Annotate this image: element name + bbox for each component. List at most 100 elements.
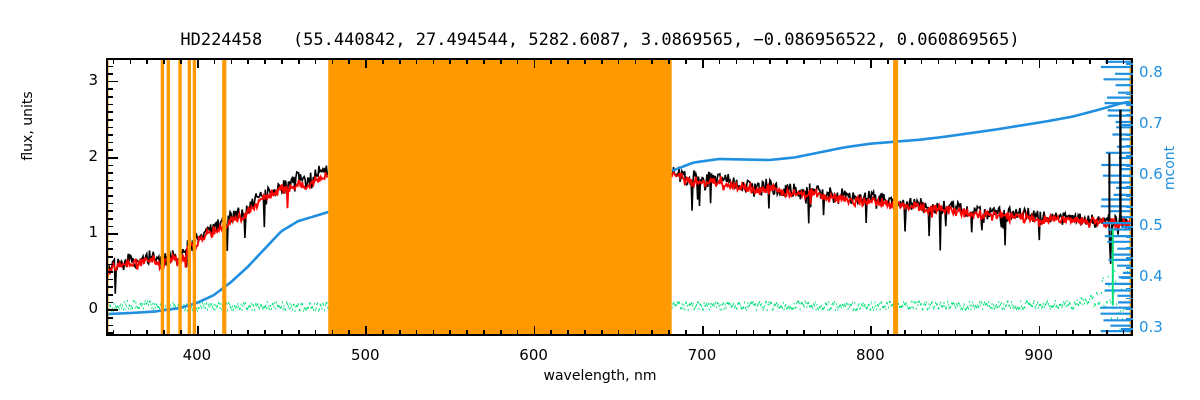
x-minor-tick-top bbox=[1072, 58, 1074, 64]
y-minor-tick-right bbox=[1126, 83, 1133, 86]
y-minor-tick-right bbox=[1126, 297, 1133, 300]
chart-canvas bbox=[106, 58, 1133, 336]
x-minor-tick bbox=[281, 330, 283, 336]
x-minor-tick bbox=[516, 330, 519, 336]
y-minor-tick-right bbox=[1126, 93, 1133, 96]
x-minor-tick bbox=[668, 330, 670, 336]
x-minor-tick bbox=[466, 330, 468, 336]
x-minor-tick bbox=[230, 330, 233, 336]
y-minor-tick bbox=[106, 96, 113, 98]
x-minor-tick-top bbox=[1055, 58, 1058, 64]
x-minor-tick-top bbox=[617, 58, 620, 64]
x-minor-tick bbox=[735, 330, 738, 336]
x-minor-tick-top bbox=[1021, 58, 1024, 64]
x-minor-tick-top bbox=[466, 58, 468, 64]
x-minor-tick-top bbox=[247, 58, 250, 64]
mask-region bbox=[328, 58, 672, 336]
x-minor-tick bbox=[314, 330, 317, 336]
y-minor-tick-right bbox=[1126, 63, 1133, 65]
x-minor-tick-top bbox=[904, 58, 906, 64]
x-minor-tick-top bbox=[920, 58, 923, 64]
y-minor-tick-right bbox=[1126, 134, 1133, 137]
y-major-tick-right bbox=[1121, 73, 1133, 75]
x-minor-tick-top bbox=[550, 58, 553, 64]
y-axis-label-left: flux, units bbox=[20, 91, 36, 161]
x-minor-tick-top bbox=[786, 58, 788, 64]
x-minor-tick-top bbox=[230, 58, 233, 64]
x-tick-label: 500 bbox=[350, 346, 380, 364]
x-minor-tick-top bbox=[297, 58, 300, 64]
y-minor-tick-right bbox=[1126, 165, 1133, 167]
x-minor-tick bbox=[651, 330, 654, 336]
x-minor-tick-top bbox=[1005, 58, 1007, 64]
mask-region bbox=[192, 58, 197, 336]
x-major-tick-top bbox=[1038, 58, 1041, 68]
mask-region bbox=[187, 58, 192, 336]
x-minor-tick-top bbox=[348, 58, 351, 64]
y-minor-tick bbox=[106, 65, 113, 68]
mask-region bbox=[222, 58, 227, 336]
x-minor-tick bbox=[163, 330, 165, 336]
x-minor-tick-top bbox=[718, 58, 721, 64]
y-tick-label-left: 2 bbox=[88, 147, 98, 165]
x-minor-tick bbox=[1122, 330, 1125, 336]
x-minor-tick-top bbox=[600, 58, 603, 64]
y-tick-label-left: 3 bbox=[88, 70, 98, 89]
x-minor-tick bbox=[112, 330, 115, 336]
x-minor-tick bbox=[348, 330, 351, 336]
x-tick-label: 400 bbox=[182, 346, 212, 364]
x-minor-tick bbox=[264, 330, 266, 336]
x-minor-tick bbox=[1106, 330, 1108, 336]
y-tick-label-left: 0 bbox=[88, 299, 98, 318]
x-minor-tick-top bbox=[769, 58, 771, 64]
x-minor-tick-top bbox=[988, 58, 990, 64]
x-tick-label: 800 bbox=[856, 346, 885, 364]
y-minor-tick bbox=[106, 240, 113, 243]
x-minor-tick bbox=[887, 330, 889, 336]
y-major-tick-right bbox=[1121, 277, 1133, 279]
y-minor-tick-right bbox=[1126, 246, 1133, 249]
y-minor-tick bbox=[106, 118, 113, 121]
y-minor-tick bbox=[106, 126, 113, 129]
x-minor-tick-top bbox=[735, 58, 738, 64]
x-minor-tick-top bbox=[129, 58, 132, 64]
y-minor-tick-right bbox=[1126, 205, 1133, 208]
x-minor-tick-top bbox=[634, 58, 637, 64]
x-major-tick-top bbox=[533, 58, 536, 68]
y-minor-tick-right bbox=[1126, 144, 1133, 147]
x-minor-tick bbox=[449, 330, 452, 336]
x-major-tick bbox=[196, 326, 199, 336]
x-minor-tick bbox=[819, 330, 822, 336]
x-minor-tick-top bbox=[1106, 58, 1108, 64]
y-minor-tick bbox=[106, 111, 113, 113]
x-minor-tick bbox=[1089, 330, 1091, 336]
y-minor-tick bbox=[106, 217, 113, 220]
y-minor-tick bbox=[106, 103, 113, 106]
x-minor-tick-top bbox=[432, 58, 435, 64]
y-major-tick-right bbox=[1121, 175, 1133, 177]
y-tick-label-right: 0.8 bbox=[1139, 63, 1163, 82]
x-minor-tick bbox=[1021, 330, 1024, 336]
x-axis-label: wavelength, nm bbox=[543, 368, 657, 384]
y-minor-tick-right bbox=[1126, 256, 1133, 259]
y-minor-tick bbox=[106, 164, 113, 167]
y-tick-label-right: 0.5 bbox=[1139, 216, 1163, 235]
x-major-tick-top bbox=[365, 58, 367, 68]
x-minor-tick bbox=[398, 330, 401, 336]
y-minor-tick bbox=[106, 256, 113, 258]
x-minor-tick bbox=[146, 330, 148, 336]
y-minor-tick bbox=[106, 278, 113, 281]
y-tick-label-right: 0.6 bbox=[1139, 165, 1163, 184]
x-minor-tick bbox=[634, 330, 637, 336]
x-major-tick-top bbox=[870, 58, 872, 68]
y-minor-tick bbox=[106, 324, 113, 327]
x-minor-tick-top bbox=[584, 58, 586, 64]
y-minor-tick bbox=[106, 316, 113, 319]
x-minor-tick bbox=[937, 330, 940, 336]
x-minor-tick bbox=[803, 330, 805, 336]
x-minor-tick-top bbox=[331, 58, 334, 64]
x-minor-tick-top bbox=[651, 58, 654, 64]
y-minor-tick bbox=[106, 58, 113, 60]
y-minor-tick-right bbox=[1126, 267, 1133, 269]
